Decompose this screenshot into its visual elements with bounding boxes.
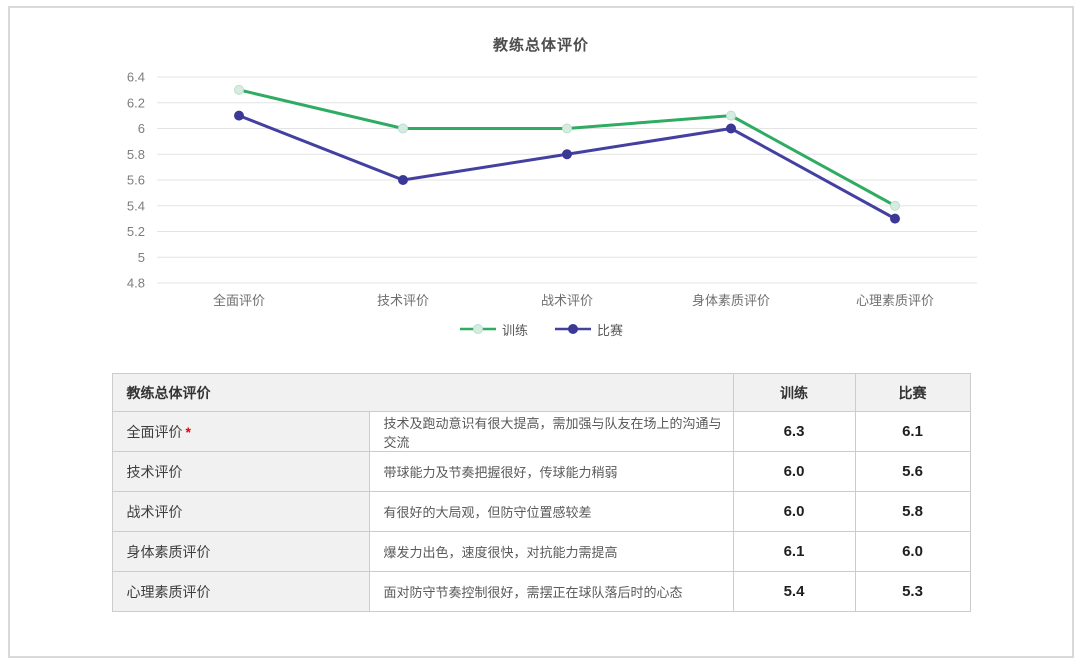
legend-label-match: 比赛 [597, 322, 624, 338]
row-label: 全面评价 [126, 423, 183, 440]
match-series-swatch-icon [555, 324, 591, 334]
table-row: 身体素质评价 爆发力出色，速度很快，对抗能力需提高 6.1 6.0 [111, 531, 971, 572]
row-label-cell: 技术评价 [111, 451, 370, 492]
x-category-label: 心理素质评价 [856, 293, 934, 308]
y-tick-label: 5.2 [127, 224, 145, 239]
legend-item-train[interactable]: 训练 [459, 320, 528, 339]
y-tick-label: 5.6 [127, 173, 145, 188]
y-tick-label: 5.8 [127, 147, 145, 162]
row-label: 心理素质评价 [126, 583, 211, 600]
data-point [726, 110, 736, 121]
x-category-label: 战术评价 [541, 293, 593, 308]
table-title: 教练总体评价 [111, 373, 734, 412]
data-point [398, 175, 408, 185]
chart-area: 6.4 6.2 6 5.8 5.6 5.4 5.2 5 4.8 全面评价 技术评价 战术评价 身体素质评… [10, 61, 1072, 339]
train-series-swatch-icon [459, 324, 496, 334]
x-category-label: 技术评价 [377, 293, 429, 308]
row-comment: 面对防守节奏控制很好，需摆正在球队落后时的心态 [368, 571, 734, 612]
row-train-score: 6.3 [732, 411, 856, 452]
row-label-cell: 身体素质评价 [111, 531, 370, 572]
row-match-score: 5.3 [854, 571, 971, 612]
row-label: 技术评价 [126, 463, 183, 480]
evaluation-line-chart: 6.4 6.2 6 5.8 5.6 5.4 5.2 5 4.8 全面评价 技术评价 战术评价 身体素质评… [127, 70, 977, 308]
row-label-cell: 心理素质评价 [111, 571, 370, 612]
data-point [890, 200, 900, 211]
row-train-score: 6.0 [732, 451, 856, 492]
x-category-label: 身体素质评价 [692, 293, 770, 308]
column-header-match: 比赛 [854, 373, 971, 412]
row-label: 战术评价 [126, 503, 183, 520]
table-header-row: 教练总体评价 训练 比赛 [111, 373, 971, 412]
table-row: 全面评价 * 技术及跑动意识有很大提高，需加强与队友在场上的沟通与交流 6.3 6… [111, 411, 971, 452]
data-point [562, 123, 572, 134]
chart-title: 教练总体评价 [492, 37, 589, 54]
row-match-score: 6.0 [854, 531, 971, 572]
y-tick-label: 4.8 [127, 276, 145, 291]
series-line [238, 88, 896, 208]
y-tick-label: 6.2 [127, 95, 145, 110]
row-train-score: 5.4 [732, 571, 856, 612]
table-row: 心理素质评价 面对防守节奏控制很好，需摆正在球队落后时的心态 5.4 5.3 [111, 571, 971, 612]
data-point [398, 123, 408, 134]
x-category-label: 全面评价 [213, 293, 265, 308]
chart-legend: 训练 比赛 [10, 319, 1072, 339]
data-point [890, 213, 900, 224]
row-train-score: 6.1 [732, 531, 856, 572]
data-point [726, 123, 736, 134]
row-comment: 有很好的大局观，但防守位置感较差 [368, 491, 734, 532]
row-match-score: 6.1 [854, 411, 971, 452]
row-label: 身体素质评价 [126, 543, 211, 560]
y-tick-label: 5 [138, 250, 145, 265]
legend-label-train: 训练 [501, 322, 528, 338]
row-match-score: 5.8 [854, 491, 971, 532]
row-comment: 带球能力及节奏把握很好，传球能力稍弱 [368, 451, 734, 492]
table-row: 战术评价 有很好的大局观，但防守位置感较差 6.0 5.8 [111, 491, 971, 532]
evaluation-table: 教练总体评价 训练 比赛 全面评价 * 技术及跑动意识有很大提高，需加强与队友在场… [111, 373, 971, 612]
data-point [234, 110, 244, 121]
row-comment: 爆发力出色，速度很快，对抗能力需提高 [368, 531, 734, 572]
required-mark: * [185, 423, 191, 440]
y-tick-label: 6 [138, 121, 145, 136]
y-tick-label: 5.4 [127, 198, 145, 213]
report-card: 教练总体评价 6.4 6.2 6 5.8 5.6 5.4 5.2 5 4.8 全面评价 技术评价 战术… [8, 6, 1074, 658]
row-label-cell: 战术评价 [111, 491, 370, 532]
y-tick-label: 6.4 [127, 70, 145, 85]
row-train-score: 6.0 [732, 491, 856, 532]
legend-item-match[interactable]: 比赛 [554, 320, 623, 339]
column-header-train: 训练 [732, 373, 856, 412]
row-match-score: 5.6 [854, 451, 971, 492]
row-comment: 技术及跑动意识有很大提高，需加强与队友在场上的沟通与交流 [368, 411, 734, 452]
data-point [562, 149, 572, 160]
data-point [234, 84, 244, 95]
row-label-cell: 全面评价 * [111, 411, 370, 452]
table-row: 技术评价 带球能力及节奏把握很好，传球能力稍弱 6.0 5.6 [111, 451, 971, 492]
